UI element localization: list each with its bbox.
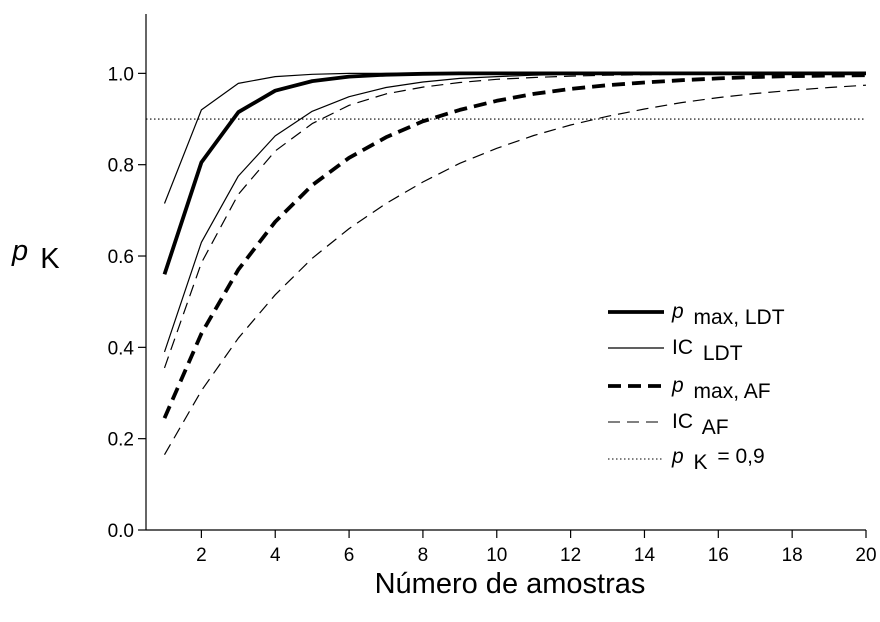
x-tick-label: 10 xyxy=(486,545,507,566)
y-axis-title-main: p xyxy=(11,235,28,267)
x-tick-label: 8 xyxy=(418,545,429,566)
y-tick-label: 1.0 xyxy=(108,64,134,85)
y-axis-title-sub: K xyxy=(40,243,60,275)
axes xyxy=(145,14,866,531)
legend-label-pk-suffix: = 0,9 xyxy=(717,445,764,468)
x-tick-label: 4 xyxy=(270,545,281,566)
legend-label-ic-ldt: IC LDT xyxy=(672,336,743,365)
legend-label-ic-af-main: IC xyxy=(672,410,693,433)
series-line-pmax-af xyxy=(162,73,867,419)
y-tick-label: 0.6 xyxy=(108,247,134,268)
x-tick-label: 2 xyxy=(196,545,207,566)
legend-label-pk-main: p xyxy=(671,445,684,468)
x-tick-label: 16 xyxy=(708,545,729,566)
legend-label-ic-af-sub: AF xyxy=(702,416,729,439)
x-tick-label: 6 xyxy=(344,545,355,566)
legend: p max, LDT IC LDT p max, AF IC AF p K = … xyxy=(608,300,785,474)
series-group xyxy=(162,71,867,455)
y-tick-label: 0.0 xyxy=(108,521,134,542)
series-line-ic-ldt-lower xyxy=(163,72,866,353)
legend-label-pk: p K = 0,9 xyxy=(671,445,765,474)
legend-label-pmax-af-sub: max, AF xyxy=(694,380,771,403)
x-tick-label: 20 xyxy=(855,545,876,566)
ticks-group: 0.0 0.2 0.4 0.6 0.8 1.0 2 4 6 8 10 12 14 16 18 20 xyxy=(108,64,877,566)
legend-label-pmax-ldt-main: p xyxy=(671,300,684,323)
y-axis-title: p K xyxy=(11,235,60,275)
x-tick-label: 18 xyxy=(782,545,803,566)
legend-label-ic-af: IC AF xyxy=(672,410,729,439)
x-axis-title: Número de amostras xyxy=(375,568,646,600)
legend-label-pmax-af-main: p xyxy=(671,374,684,397)
x-tick-label: 14 xyxy=(634,545,656,566)
legend-label-ic-ldt-sub: LDT xyxy=(703,342,743,365)
y-tick-label: 0.8 xyxy=(108,156,134,177)
legend-label-ic-ldt-main: IC xyxy=(672,336,693,359)
x-tick-label: 12 xyxy=(560,545,581,566)
y-tick-label: 0.4 xyxy=(108,338,135,359)
legend-label-pmax-af: p max, AF xyxy=(671,374,771,403)
legend-label-pk-sub: K xyxy=(694,451,708,474)
series-line-pmax-ldt xyxy=(162,71,866,275)
series-line-ic-af-upper xyxy=(163,72,866,369)
y-tick-label: 0.2 xyxy=(108,430,134,451)
series-line-ic-af-lower xyxy=(163,84,867,455)
legend-label-pmax-ldt-sub: max, LDT xyxy=(694,306,785,329)
legend-label-pmax-ldt: p max, LDT xyxy=(671,300,785,329)
